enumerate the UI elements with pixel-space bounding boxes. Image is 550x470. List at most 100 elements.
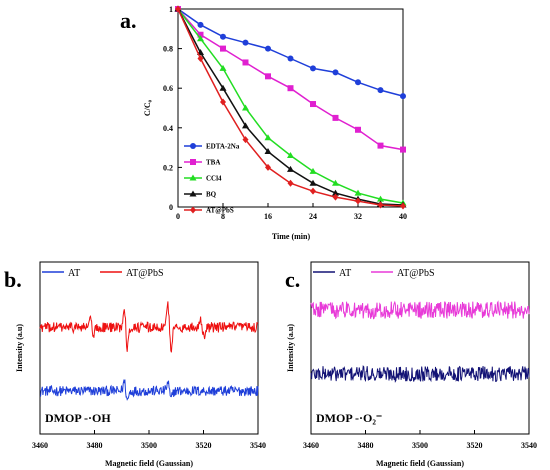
legend-label-at: AT	[68, 268, 80, 279]
data-point-tba	[242, 59, 249, 66]
data-point-tba	[310, 101, 316, 108]
panel-a-legend: EDTA-2Na TBA CCl4 BQ AT@PbS	[184, 143, 240, 215]
panel-a-xlabel: Time (min)	[272, 232, 311, 241]
x-tick-label: 3500	[412, 441, 428, 450]
data-point-ccl4	[264, 134, 272, 141]
data-point-tba	[265, 73, 271, 80]
data-point-at-pbs	[400, 202, 406, 210]
panel-a: a. C/C₀ Time (min) 0 8 16 24 32 4000.20.40.60…	[120, 5, 407, 241]
data-point-ccl4	[287, 152, 294, 159]
data-point-edta-2na	[197, 21, 204, 28]
x-tick-label: 3540	[250, 441, 266, 450]
data-point-ccl4	[354, 189, 362, 196]
data-point-bq	[332, 189, 339, 196]
x-tick-label: 3460	[303, 441, 319, 450]
legend-label-at-pbs: AT@PbS	[126, 268, 164, 279]
panel-b-ticks: 3460 3480 3500 3520 3540	[32, 430, 266, 450]
panel-c-annotation: DMOP -·O₂⁻	[316, 411, 382, 425]
spectrum-line-at-pbs	[310, 300, 530, 320]
data-point-edta-2na	[310, 65, 316, 72]
x-tick-label: 3460	[32, 441, 48, 450]
data-point-bq	[242, 122, 249, 129]
data-point-tba	[287, 85, 294, 92]
legend-label-bq: BQ	[206, 191, 217, 199]
data-point-at-pbs	[220, 98, 226, 106]
legend-label-at-pbs: AT@PbS	[206, 207, 234, 215]
data-point-edta-2na	[332, 69, 339, 76]
x-tick-label: 3480	[358, 441, 374, 450]
legend-label-at-pbs: AT@PbS	[397, 268, 435, 279]
x-tick-label: 3540	[521, 441, 537, 450]
x-tick-label: 40	[399, 212, 407, 221]
panel-b-legend: AT AT@PbS	[42, 268, 164, 279]
data-point-ccl4	[332, 179, 339, 186]
legend-label-ccl4: CCl4	[206, 175, 222, 183]
x-tick-label: 8	[221, 212, 225, 221]
x-tick-label: 3480	[87, 441, 103, 450]
y-tick-label: 0.4	[163, 124, 173, 133]
legend-label-at: AT	[339, 268, 351, 279]
x-tick-label: 24	[309, 212, 317, 221]
data-point-at-pbs	[197, 55, 204, 62]
y-tick-label: 1	[169, 5, 173, 14]
data-point-at-pbs	[377, 201, 384, 209]
spectrum-line-at	[310, 365, 530, 383]
y-tick-label: 0.2	[163, 163, 173, 172]
panel-c-plot-frame	[310, 261, 530, 435]
data-point-at-pbs	[242, 136, 249, 144]
data-point-tba	[377, 142, 384, 149]
panel-b-annotation: DMOP -·OH	[45, 411, 111, 425]
data-point-ccl4	[197, 35, 204, 42]
data-point-bq	[219, 84, 227, 91]
series-ccl4	[174, 5, 407, 206]
data-point-edta-2na	[287, 55, 294, 62]
legend-marker-at-pbs	[190, 206, 196, 214]
data-point-tba	[400, 146, 406, 153]
panel-a-plot-frame	[177, 8, 404, 208]
spectrum-line-at-pbs	[39, 301, 259, 353]
data-point-at-pbs	[332, 193, 339, 201]
data-point-at-pbs	[175, 5, 181, 13]
x-tick-label: 3520	[196, 441, 212, 450]
panel-c-ylabel: Intensity (a.u)	[286, 324, 295, 372]
x-tick-label: 3500	[141, 441, 157, 450]
data-point-ccl4	[219, 64, 227, 71]
x-tick-label: 16	[264, 212, 272, 221]
data-point-edta-2na	[265, 45, 271, 52]
panel-b: b. Intensity (a.u) Magnetic field (Gauss…	[4, 261, 266, 468]
panel-c-xlabel: Magnetic field (Gaussian)	[376, 459, 464, 468]
y-tick-label: 0.8	[163, 45, 173, 54]
data-point-edta-2na	[242, 39, 249, 46]
data-point-tba	[332, 114, 339, 121]
data-point-bq	[264, 148, 272, 155]
x-tick-label: 32	[354, 212, 362, 221]
data-point-at-pbs	[355, 197, 361, 205]
legend-marker-ccl4	[189, 174, 197, 181]
data-point-ccl4	[309, 167, 317, 174]
y-tick-label: 0.6	[163, 84, 173, 93]
panel-a-ylabel: C/C₀	[143, 99, 152, 116]
data-point-tba	[220, 45, 226, 52]
legend-marker-tba	[190, 159, 196, 165]
panel-b-series	[39, 301, 259, 401]
panel-c: c. Intensity (a.u) Magnetic field (Gauss…	[285, 261, 537, 468]
data-point-edta-2na	[220, 33, 226, 40]
data-point-edta-2na	[400, 93, 406, 100]
panel-b-xlabel: Magnetic field (Gaussian)	[105, 459, 193, 468]
series-edta-2na	[175, 6, 406, 100]
data-point-ccl4	[377, 195, 384, 202]
legend-label-tba: TBA	[206, 159, 220, 167]
data-point-at-pbs	[287, 179, 294, 187]
x-tick-label: 0	[176, 212, 180, 221]
data-point-at-pbs	[265, 163, 271, 171]
data-point-tba	[197, 31, 204, 38]
legend-marker-edta-2na	[190, 143, 196, 149]
data-point-bq	[287, 165, 294, 172]
data-point-bq	[309, 179, 317, 186]
panel-b-plot-frame	[39, 261, 259, 435]
spectrum-line-at	[39, 379, 259, 401]
panel-a-ticks: 0 8 16 24 32 40 0 0.2 0.4 0.6 0.8 1	[163, 5, 407, 221]
data-point-edta-2na	[355, 79, 361, 86]
legend-label-edta-2na: EDTA-2Na	[206, 143, 240, 151]
